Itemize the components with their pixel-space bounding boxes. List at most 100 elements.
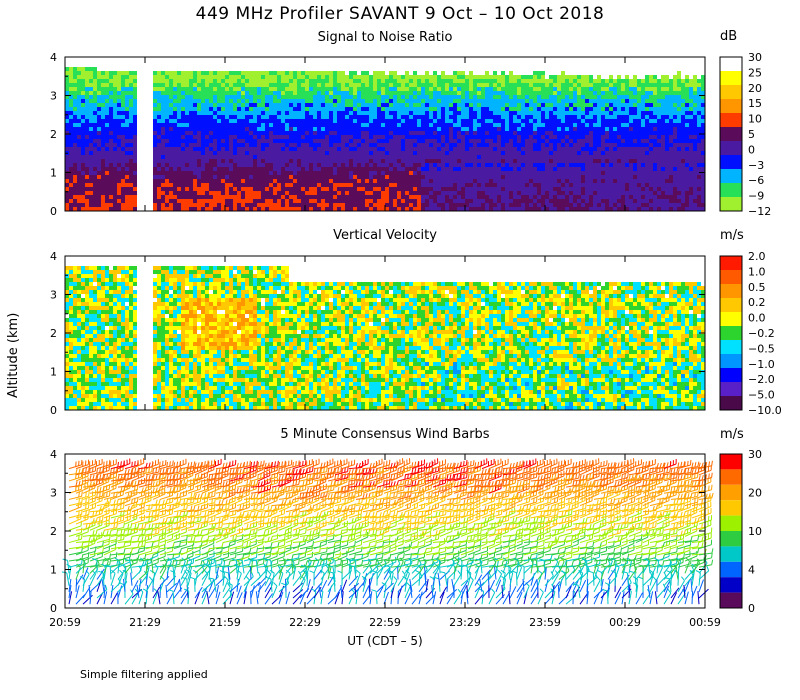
snr-cell [629, 87, 633, 91]
snr-cell [253, 155, 257, 159]
snr-cell [405, 91, 409, 95]
snr-cell [301, 99, 305, 103]
snr-cell [485, 103, 489, 107]
snr-cell [185, 115, 189, 119]
snr-cell [469, 119, 473, 123]
snr-cell [481, 119, 485, 123]
snr-cell [89, 199, 93, 203]
snr-cell [85, 87, 89, 91]
snr-cell [333, 203, 337, 207]
snr-cell [253, 123, 257, 127]
snr-cell [625, 171, 629, 175]
snr-cell [69, 159, 73, 163]
snr-cell [441, 79, 445, 83]
snr-cell [125, 155, 129, 159]
snr-cell [245, 115, 249, 119]
snr-cell [109, 91, 113, 95]
snr-cell [561, 159, 565, 163]
snr-cell [305, 131, 309, 135]
snr-cell [345, 167, 349, 171]
snr-cell [333, 131, 337, 135]
snr-cell [405, 135, 409, 139]
snr-cell [213, 75, 217, 79]
snr-cell [553, 103, 557, 107]
snr-cell [373, 99, 377, 103]
snr-cell [157, 159, 161, 163]
snr-cell [425, 187, 429, 191]
snr-cell [113, 143, 117, 147]
snr-cell [357, 127, 361, 131]
snr-cell [337, 159, 341, 163]
snr-cell [69, 75, 73, 79]
snr-cell [573, 191, 577, 195]
snr-cell [197, 119, 201, 123]
snr-cell [501, 167, 505, 171]
snr-cell [221, 203, 225, 207]
snr-cell [537, 179, 541, 183]
snr-cell [441, 203, 445, 207]
snr-cell [593, 115, 597, 119]
snr-cell [501, 135, 505, 139]
snr-cell [125, 71, 129, 75]
snr-cell [353, 79, 357, 83]
snr-cell [541, 199, 545, 203]
snr-cell [69, 83, 73, 87]
snr-cell [321, 131, 325, 135]
snr-cell [505, 147, 509, 151]
snr-cell [641, 135, 645, 139]
snr-cell [193, 171, 197, 175]
snr-cell [529, 123, 533, 127]
snr-cell [505, 115, 509, 119]
snr-cell [329, 207, 333, 211]
snr-cell [397, 163, 401, 167]
snr-cell [489, 135, 493, 139]
snr-cell [549, 147, 553, 151]
snr-cell [277, 191, 281, 195]
snr-cell [105, 175, 109, 179]
snr-cell [625, 179, 629, 183]
snr-cell [333, 195, 337, 199]
snr-cell [133, 79, 137, 83]
snr-cell [153, 83, 157, 87]
snr-cell [509, 159, 513, 163]
snr-cell [273, 115, 277, 119]
snr-cell [361, 187, 365, 191]
snr-cell [469, 111, 473, 115]
snr-cell [85, 147, 89, 151]
snr-cell [357, 183, 361, 187]
snr-cell [353, 91, 357, 95]
snr-cell [405, 147, 409, 151]
snr-cell [605, 179, 609, 183]
snr-cell [73, 183, 77, 187]
snr-cell [461, 107, 465, 111]
snr-cell [473, 199, 477, 203]
snr-cell [273, 103, 277, 107]
snr-cell [505, 187, 509, 191]
snr-cell [537, 119, 541, 123]
snr-cell [353, 195, 357, 199]
snr-cell [653, 107, 657, 111]
snr-cell [453, 199, 457, 203]
snr-cell [249, 83, 253, 87]
snr-cell [65, 155, 69, 159]
snr-cell [473, 147, 477, 151]
snr-cell [425, 115, 429, 119]
snr-cell [345, 123, 349, 127]
snr-cell [513, 171, 517, 175]
snr-cell [493, 179, 497, 183]
snr-cell [157, 91, 161, 95]
snr-cell [233, 103, 237, 107]
snr-cell [585, 107, 589, 111]
snr-cell [257, 135, 261, 139]
snr-cell [613, 91, 617, 95]
snr-cell [393, 131, 397, 135]
snr-cell [293, 79, 297, 83]
snr-cell [645, 99, 649, 103]
snr-cell [169, 111, 173, 115]
snr-cell [365, 147, 369, 151]
snr-cell [649, 119, 653, 123]
snr-cell [449, 119, 453, 123]
snr-cell [161, 107, 165, 111]
snr-cell [353, 183, 357, 187]
snr-cell [261, 115, 265, 119]
